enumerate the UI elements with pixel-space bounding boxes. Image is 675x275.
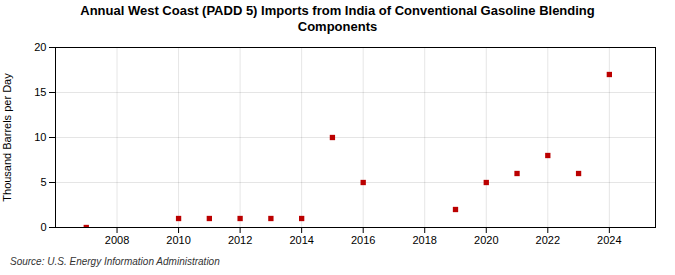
svg-text:15: 15 xyxy=(34,86,46,98)
svg-text:5: 5 xyxy=(40,176,46,188)
html-text:Source: U.S. Energy Informatio: Source: U.S. Energy Information Administ… xyxy=(10,256,220,267)
svg-text:2018: 2018 xyxy=(412,234,436,246)
svg-text:2024: 2024 xyxy=(597,234,621,246)
svg-text:20: 20 xyxy=(34,41,46,53)
svg-text:2014: 2014 xyxy=(289,234,313,246)
svg-text:10: 10 xyxy=(34,131,46,143)
svg-text:2022: 2022 xyxy=(536,234,560,246)
svg-text:Thousand Barrels per Day: Thousand Barrels per Day xyxy=(1,73,13,202)
svg-text:2016: 2016 xyxy=(351,234,375,246)
svg-text:2008: 2008 xyxy=(105,234,129,246)
svg-text:2010: 2010 xyxy=(166,234,190,246)
svg-text:2020: 2020 xyxy=(474,234,498,246)
svg-text:2012: 2012 xyxy=(228,234,252,246)
svg-text:0: 0 xyxy=(40,221,46,233)
html-text:Annual West Coast (PADD 5) Imp: Annual West Coast (PADD 5) Imports from … xyxy=(80,3,595,34)
